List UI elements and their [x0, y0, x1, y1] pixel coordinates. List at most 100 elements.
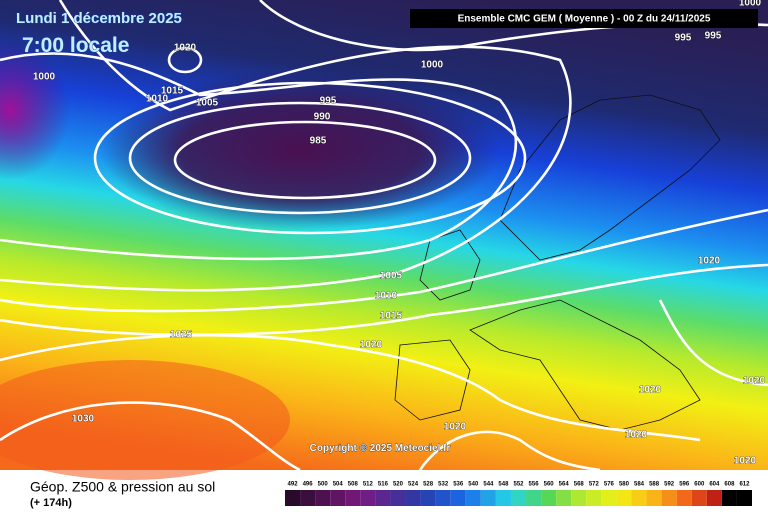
scale-swatch — [646, 490, 662, 506]
scale-label: 564 — [559, 482, 570, 488]
scale-swatch — [480, 490, 496, 506]
isobar — [93, 81, 527, 235]
scale-label: 612 — [739, 482, 750, 488]
isobar-label: 1020 — [639, 385, 662, 396]
scale-label: 520 — [393, 482, 404, 488]
isobar — [173, 120, 437, 200]
isobar-label: 1020 — [698, 256, 721, 267]
forecast-time: 7:00 locale — [22, 34, 129, 57]
scale-label: 532 — [438, 482, 449, 488]
scale-swatch — [420, 490, 436, 506]
scale-swatch — [691, 490, 707, 506]
scale-swatch — [631, 490, 647, 506]
scale-swatch — [390, 490, 406, 506]
forecast-lead: (+ 174h) — [30, 497, 72, 509]
scale-swatch — [526, 490, 542, 506]
scale-swatch — [601, 490, 617, 506]
isobar-label: 1025 — [170, 330, 193, 341]
scale-swatch — [315, 490, 331, 506]
ridge — [0, 360, 290, 480]
scale-swatch — [556, 490, 572, 506]
scale-swatch — [541, 490, 557, 506]
scale-swatch — [661, 490, 677, 506]
isobar-label: 1005 — [380, 271, 403, 282]
isobar — [128, 101, 472, 215]
header-box — [410, 9, 758, 28]
isobar-label: 1015 — [161, 86, 184, 97]
scale-swatch — [405, 490, 421, 506]
scale-label: 580 — [619, 482, 630, 488]
isobar-label: 1020 — [743, 376, 766, 387]
footer-title: Géop. Z500 & pression au sol — [30, 479, 215, 495]
scale-label: 608 — [724, 482, 735, 488]
color-scale: 492 496 500 504 508 512 516 520 524 528 532 536 540 5… — [285, 482, 752, 506]
scale-label: 504 — [333, 482, 344, 488]
scale-swatch — [450, 490, 466, 506]
isobar-label: 1000 — [739, 0, 762, 9]
isobar-label: 1020 — [734, 456, 757, 467]
isobar-label: 995 — [675, 33, 692, 44]
isobar — [418, 430, 601, 472]
scale-swatch — [435, 490, 451, 506]
isobar — [658, 299, 768, 387]
scale-label: 600 — [694, 482, 705, 488]
scale-label: 596 — [679, 482, 690, 488]
scale-label: 528 — [423, 482, 434, 488]
isobar-label: 1020 — [444, 422, 467, 433]
isobar — [0, 52, 518, 261]
scale-swatch — [616, 490, 632, 506]
scale-swatch — [495, 490, 511, 506]
scale-swatch — [510, 490, 527, 506]
isobar-label: 995 — [320, 96, 337, 107]
scale-label: 568 — [574, 482, 585, 488]
scale-label: 588 — [649, 482, 660, 488]
scale-label: 560 — [544, 482, 555, 488]
scale-swatch — [586, 490, 602, 506]
scale-swatch — [706, 490, 722, 506]
isobar-label: 990 — [314, 112, 331, 123]
isobar-label: 1005 — [196, 98, 219, 109]
isobar-label: 1015 — [380, 311, 403, 322]
isobar — [0, 333, 701, 442]
isobar-label: 985 — [310, 136, 327, 147]
isobar-label: 1020 — [174, 43, 197, 54]
isobar-label: 1000 — [33, 72, 56, 83]
scale-label: 512 — [363, 482, 374, 488]
scale-label: 536 — [453, 482, 464, 488]
isobar-label: 995 — [705, 31, 722, 42]
scale-swatch — [345, 490, 361, 506]
footer: Géop. Z500 & pression au sol (+ 174h) 49… — [30, 479, 752, 509]
scale-label: 592 — [664, 482, 675, 488]
scale-label: 544 — [483, 482, 494, 488]
isobar-label: 1010 — [146, 94, 169, 105]
scale-label: 492 — [288, 482, 299, 488]
isobar — [0, 0, 572, 292]
copyright: Copyright © 2025 Meteociel.fr — [310, 443, 451, 454]
isobar-label: 1030 — [72, 414, 95, 425]
scale-swatch — [721, 490, 737, 506]
scale-swatch — [736, 490, 752, 506]
scale-label: 516 — [378, 482, 389, 488]
scale-swatch — [285, 490, 301, 506]
scale-swatch — [571, 490, 587, 506]
scale-swatch — [676, 490, 692, 506]
isobar — [0, 208, 768, 313]
isobar — [0, 401, 301, 472]
isobar — [0, 263, 768, 337]
scale-label: 584 — [634, 482, 645, 488]
scale-label: 524 — [408, 482, 419, 488]
scale-swatch — [360, 490, 376, 506]
forecast-date: Lundi 1 décembre 2025 — [16, 10, 182, 27]
scale-swatch — [375, 490, 391, 506]
isobar-label: 1010 — [375, 291, 398, 302]
isobar-label: 1000 — [421, 60, 444, 71]
scale-label: 508 — [348, 482, 359, 488]
scale-swatch — [300, 490, 316, 506]
isobar-label: 1020 — [360, 340, 383, 351]
low-pressure — [100, 70, 500, 230]
isobar-label: 1020 — [625, 430, 648, 441]
coastlines — [394, 94, 721, 431]
scale-label: 496 — [303, 482, 314, 488]
